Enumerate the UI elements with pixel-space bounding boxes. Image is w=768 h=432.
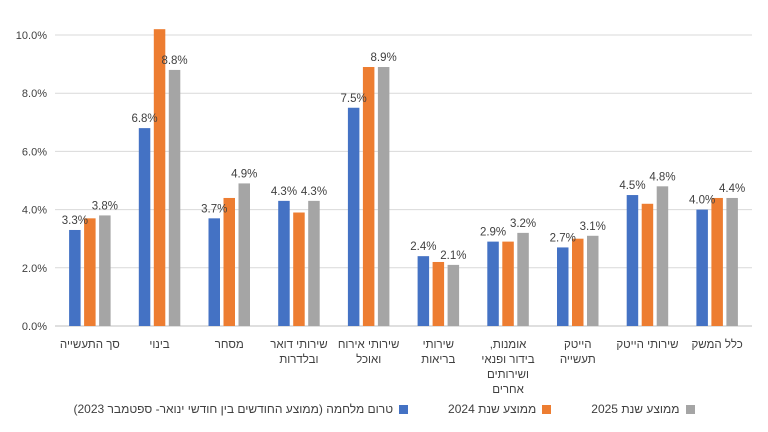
category-label: בידור ופנאי: [481, 354, 534, 366]
bar-series-1: [711, 197, 723, 326]
bar-series-2: [308, 200, 320, 326]
bar-series-2: [656, 186, 669, 326]
data-label: 4.8%: [649, 171, 675, 183]
data-label: 3.8%: [92, 200, 118, 212]
bar-series-0: [347, 107, 360, 326]
bar-series-0: [696, 209, 708, 326]
legend-swatch-prewar: [399, 404, 409, 414]
bar-series-2: [99, 215, 111, 326]
data-label: 4.3%: [271, 186, 297, 198]
data-label: 4.3%: [301, 186, 327, 198]
data-label: 3.3%: [62, 215, 88, 227]
legend-label-prewar: טרום מלחמה (ממוצע החודשים בין חודשי ינוא…: [73, 402, 394, 416]
bar-series-0: [138, 128, 151, 326]
bar-series-0: [69, 229, 81, 326]
category-label: בינוי: [149, 339, 169, 351]
bar-series-2: [587, 235, 599, 326]
category-label: תעשייה: [560, 354, 596, 366]
legend-item-2025: ממוצע שנת 2025: [591, 402, 695, 416]
category-label: סך התעשייה: [60, 339, 120, 351]
bar-series-2: [517, 232, 529, 326]
bar-series-0: [626, 195, 639, 326]
legend-swatch-2024: [542, 404, 552, 414]
bar-series-0: [487, 241, 499, 326]
bar-series-2: [447, 264, 460, 326]
category-label: אומנות,: [490, 339, 527, 351]
bar-series-1: [84, 218, 96, 326]
legend-swatch-2025: [685, 404, 695, 414]
bar-series-2: [726, 197, 738, 326]
bar-series-1: [362, 67, 375, 326]
bar-series-1: [432, 261, 445, 326]
category-label: מסחר: [215, 339, 244, 351]
category-label: שירותי דואר: [270, 339, 327, 351]
data-label: 3.7%: [201, 203, 227, 215]
category-label: כלל המשק: [691, 338, 742, 351]
bar-series-0: [557, 247, 569, 326]
bar-series-0: [278, 200, 290, 326]
bar-series-1: [223, 197, 235, 326]
bar-series-1: [572, 238, 584, 326]
y-tick-label: 2.0%: [22, 263, 47, 275]
data-label: 4.5%: [619, 180, 645, 192]
y-tick-label: 0.0%: [22, 321, 47, 333]
data-label: 8.8%: [161, 55, 187, 67]
data-label: 3.2%: [510, 218, 536, 230]
bar-series-1: [153, 29, 166, 327]
data-label: 2.1%: [440, 250, 466, 262]
category-label: שירותי הייטק: [616, 339, 678, 351]
bar-series-1: [502, 241, 514, 326]
category-label: אחרים: [492, 384, 524, 396]
data-label: 3.1%: [580, 221, 606, 233]
data-label: 2.9%: [480, 227, 506, 239]
y-tick-label: 8.0%: [22, 88, 47, 100]
category-label: ובלדרות: [279, 353, 318, 366]
bar-series-2: [377, 67, 390, 326]
legend-label-2025: ממוצע שנת 2025: [591, 402, 680, 416]
category-label: שירותי: [423, 339, 454, 351]
category-label: הייטק: [564, 339, 592, 351]
category-label: ושירותים: [487, 369, 529, 381]
y-tick-label: 6.0%: [22, 146, 47, 158]
legend-item-2024: ממוצע שנת 2024: [448, 402, 552, 416]
data-label: 7.5%: [341, 93, 367, 105]
category-label: שירותי אירוח: [338, 339, 400, 351]
data-label: 6.8%: [131, 113, 157, 125]
data-label: 2.4%: [410, 241, 436, 253]
chart-legend: טרום מלחמה (ממוצע החודשים בין חודשי ינוא…: [0, 402, 768, 416]
bar-series-0: [417, 256, 430, 326]
data-label: 2.7%: [550, 232, 576, 244]
y-tick-label: 10.0%: [16, 30, 47, 42]
bar-series-2: [168, 69, 181, 327]
category-label: ואוכל: [356, 353, 381, 366]
y-tick-label: 4.0%: [22, 205, 47, 217]
legend-item-prewar: טרום מלחמה (ממוצע החודשים בין חודשי ינוא…: [73, 402, 409, 416]
data-label: 4.9%: [231, 168, 257, 180]
bar-series-0: [208, 218, 220, 326]
bar-series-1: [641, 203, 654, 326]
bar-series-1: [293, 212, 305, 326]
data-label: 4.4%: [719, 183, 745, 195]
data-label: 4.0%: [689, 195, 715, 207]
legend-label-2024: ממוצע שנת 2024: [448, 402, 537, 416]
data-label: 8.9%: [371, 52, 397, 64]
chart-plot-area: 0.0% 2.0% 4.0% 6.0% 8.0% 10.0% 3.3% 3.8% 6.8% 8.8…: [16, 29, 752, 396]
bar-series-2: [238, 183, 250, 326]
category-label: בריאות: [421, 354, 455, 366]
